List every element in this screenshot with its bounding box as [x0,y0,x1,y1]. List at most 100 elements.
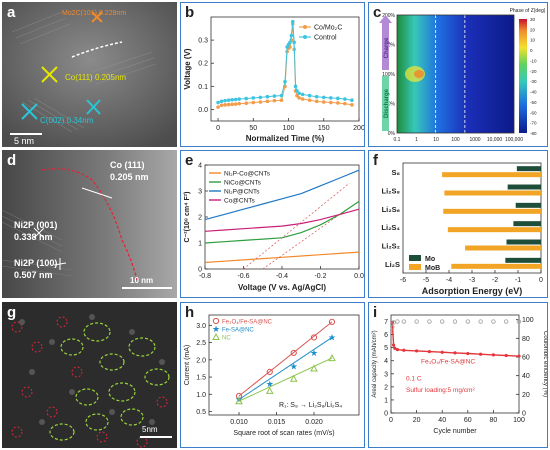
category-label: Li₂S₄ [381,223,400,232]
ce-point [414,319,419,324]
d-label-ni2p-100-d: 0.507 nm [14,270,53,280]
fit-line [262,214,340,270]
panel-i-chart: 0 20 40 60 80 100 0 1 2 3 4 5 6 7 0 20 40 60 80 100 Cycle nu… [368,302,548,448]
ce-point [391,320,396,325]
x-tick-label: 10,000 [487,137,503,143]
data-point [216,100,220,105]
y-tick-label: 3 [384,371,388,378]
panel-g-letter: g [7,304,17,321]
d-label-co: Co (111) [110,160,145,170]
annotation-loading: Sulfur loading:5 mg/cm² [406,387,475,394]
chart-c-svg: 0.1110100100010,000100,0000%50%100%150%2… [379,8,546,143]
y-tick-label: 2.5 [196,340,206,347]
data-point [289,33,294,38]
ce-point [491,319,496,324]
y-tick-label: 5 [384,345,388,352]
data-point [251,100,256,105]
data-point [279,93,284,98]
data-point [321,95,326,100]
data-point [233,97,238,102]
d-label-ni2p-100: Ni2P (100) [14,258,57,268]
x-tick-label: 200 [353,125,365,132]
data-point [223,98,227,103]
legend-label: Mo [425,256,435,263]
data-point [343,97,347,101]
y-axis-label: C⁻²(10⁸ cm⁴ F²) [184,192,191,243]
data-point [244,96,249,101]
a-label-mo2c: Mo2C(101) 0.228nm [62,10,126,17]
y-tick-label: 0.2 [198,61,208,68]
y-tick-label: 1.0 [196,392,206,399]
data-point [321,100,326,104]
fit-line [243,182,350,270]
data-point [288,40,292,45]
colorbar-tick-label: 30 [530,17,536,22]
data-point [251,96,256,100]
x-tick-label: -6 [400,277,406,284]
data-point: ★ [310,348,318,358]
chart-h-svg: 0.010 0.015 0.020 0.5 1.0 1.5 2.0 2.5 3.0 Square … [184,314,360,437]
data-point [265,386,274,394]
y-tick-label: 1 [198,241,202,248]
y-tick-label: 4 [198,163,202,170]
bar-Mo [505,257,541,263]
y2-axis-label: Coulombic efficiency (%) [542,331,548,397]
data-point [293,84,298,89]
x-tick-label: -0.2 [314,273,326,280]
y2-tick-label: 20 [522,392,530,399]
bar-MoB [447,227,541,233]
data-point [295,93,299,98]
data-point [258,100,263,104]
x-tick-label: 100,000 [505,137,523,143]
chart-e-svg: -0.8 -0.6 -0.4 -0.2 0.0 0 1 2 3 4 Voltage (V vs. A… [184,163,364,293]
annotation-material: Fe₃O₄/Fe-SA@NC [421,358,475,365]
data-point [343,101,347,106]
y-axis-label: Voltage (V) [183,48,192,90]
data-point [235,397,243,405]
y-tick-label: 1 [384,397,388,404]
data-point [258,95,263,100]
panel-e-chart: -0.8 -0.6 -0.4 -0.2 0.0 0 1 2 3 4 Voltage (V vs. A… [180,150,365,298]
legend-marker: ★ [212,324,220,334]
a-scale-bar: 5 nm [14,136,34,146]
plot-frame [208,314,360,416]
d-label-co-d: 0.205 nm [110,172,149,182]
bar-Mo [516,166,541,172]
legend-label: NC [222,336,231,342]
panel-c-letter: c [373,4,382,21]
heatmap-hotspot-core [414,70,424,78]
panel-a-tem-image: Mo2C(101) 0.228nm Co(111) 0.205nm C(002)… [2,2,177,147]
data-point [283,79,287,84]
data-point [230,97,234,102]
x-tick-label: -0.8 [199,273,211,280]
y2-tick-label: 80 [522,336,530,343]
colorbar-title: Phase of Z(deg) [510,8,546,14]
y2-tick-label: 100 [522,317,534,324]
legend-marker [303,35,307,39]
x-tick-label: 40 [438,417,446,424]
colorbar-tick-label: -10 [530,58,537,63]
legend-label: Co@CNTs [224,198,256,205]
chart-b-svg: 0 50 100 150 200 0.0 0.1 0.2 0.3 Normalized Time … [183,16,365,143]
fit-line-0 [238,321,333,397]
data-point [310,364,318,372]
x-tick-label: -2 [492,277,498,284]
x-tick-label: 60 [464,417,472,424]
x-tick-label: -0.4 [276,273,288,280]
data-point [216,105,220,109]
data-point [336,96,340,101]
bar-MoB [451,263,541,269]
fit-line-2 [238,357,333,402]
y-tick-label: 0.1 [198,84,208,91]
data-point [265,99,270,104]
x-tick-label: 150 [318,125,330,132]
y-tick-label: 0.3 [198,38,208,45]
colorbar-tick-label: -50 [530,100,537,105]
x-tick-label: 0.010 [230,419,248,426]
data-point [272,98,277,103]
data-point [350,98,354,102]
x-tick-label: -3 [469,277,475,284]
bar-Mo [513,221,541,227]
data-point [329,100,333,105]
legend-marker [303,25,307,29]
